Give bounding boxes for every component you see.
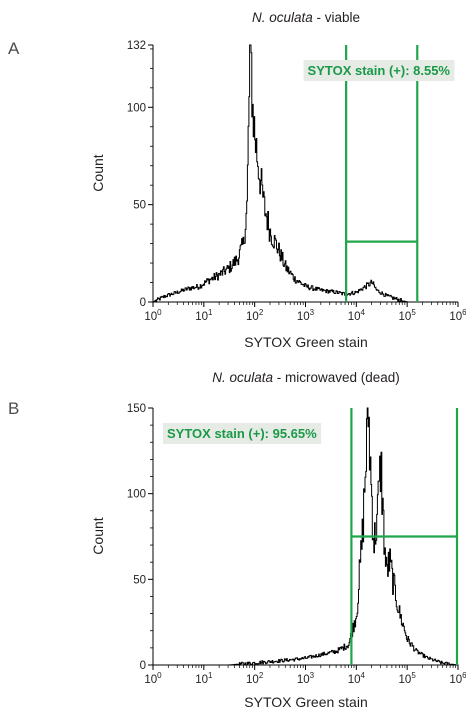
y-tick-label-b: 150 bbox=[127, 403, 146, 415]
y-axis-label-a: Count bbox=[90, 154, 106, 191]
chart-title-b: N. oculata - microwaved (dead) bbox=[212, 370, 400, 385]
gate-label-bg-b bbox=[163, 423, 322, 444]
x-tick-label-b: 102 bbox=[246, 671, 264, 686]
panel-letter-b: B bbox=[8, 399, 19, 418]
x-tick-label-b: 103 bbox=[297, 671, 315, 686]
histogram-trace-b bbox=[153, 407, 459, 666]
plot-area-b: 0 50 100 150 100 101 102 103 104 105 106 SYTOX stai… bbox=[127, 403, 466, 686]
plot-area-a: 0 50 100 132 100 101 102 103 104 105 106 SYTOX stai… bbox=[127, 40, 466, 323]
panel-a: A N. oculata - viable Count SYTOX Green … bbox=[8, 10, 466, 350]
y-tick-label-b: 50 bbox=[133, 574, 146, 586]
y-tick-label-a: 100 bbox=[127, 102, 146, 114]
x-tick-label-a: 105 bbox=[399, 308, 417, 323]
y-tick-label-b: 100 bbox=[127, 489, 146, 501]
x-tick-label-a: 101 bbox=[195, 308, 213, 323]
x-axis-label-a: SYTOX Green stain bbox=[244, 334, 367, 350]
y-axis-label-b: Count bbox=[90, 517, 106, 554]
x-tick-label-a: 104 bbox=[348, 308, 366, 323]
panel-b: B N. oculata - microwaved (dead) Count S… bbox=[8, 370, 466, 710]
x-tick-label-b: 105 bbox=[399, 671, 417, 686]
x-tick-label-a: 102 bbox=[246, 308, 264, 323]
x-tick-label-b: 104 bbox=[348, 671, 366, 686]
x-tick-label-a: 103 bbox=[297, 308, 315, 323]
panel-letter-a: A bbox=[8, 39, 20, 58]
histogram-trace-a bbox=[153, 44, 458, 303]
x-tick-label-b: 101 bbox=[195, 671, 213, 686]
y-tick-label-a: 50 bbox=[133, 200, 146, 212]
x-axis-label-b: SYTOX Green stain bbox=[244, 694, 367, 710]
chart-title-a: N. oculata - viable bbox=[252, 10, 360, 25]
x-tick-label-a: 100 bbox=[144, 308, 162, 323]
x-tick-label-a: 106 bbox=[449, 308, 466, 323]
y-tick-label-a: 0 bbox=[140, 297, 146, 309]
gate-label-a: SYTOX stain (+): 8.55% bbox=[308, 63, 451, 78]
y-tick-label-b: 0 bbox=[140, 660, 146, 672]
y-tick-label-a: 132 bbox=[127, 40, 146, 52]
gate-label-bg-a bbox=[303, 60, 455, 81]
gate-label-b: SYTOX stain (+): 95.65% bbox=[167, 426, 317, 441]
x-tick-label-b: 100 bbox=[144, 671, 162, 686]
x-tick-label-b: 106 bbox=[449, 671, 466, 686]
